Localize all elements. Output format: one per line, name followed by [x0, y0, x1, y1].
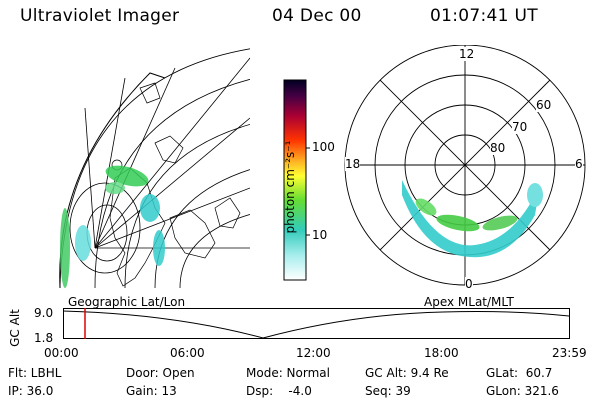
time-tick-0600: 06:00 [170, 346, 205, 360]
geographic-map [59, 48, 250, 288]
info-dsp: Dsp: -4.0 [246, 384, 312, 398]
gc-alt-tick-min: 1.8 [34, 331, 54, 345]
info-seq: Seq: 39 [365, 384, 411, 398]
gc-alt-tick-max: 9.0 [34, 306, 54, 320]
colorbar-unit-label: photon cm⁻²s⁻¹ [283, 140, 297, 234]
info-glat: GLat: 60.7 [486, 366, 553, 380]
polar-mlt-plot [344, 45, 586, 286]
aurora-emission-polar [402, 180, 543, 258]
mlt-label-18: 18 [345, 157, 361, 171]
altitude-timeline [63, 308, 570, 339]
info-filter: Flt: LBHL [8, 366, 62, 380]
colorbar [283, 79, 310, 281]
mlt-label-6: 6 [575, 157, 583, 171]
time-tick-1200: 12:00 [296, 346, 331, 360]
info-ip: IP: 36.0 [8, 384, 54, 398]
instrument-title: Ultraviolet Imager [20, 6, 180, 26]
apex-projection-label: Apex MLat/MLT [424, 295, 514, 309]
mlat-label-80: 80 [490, 141, 506, 155]
orbit-altitude-curve [63, 310, 570, 339]
time-label: 01:07:41 UT [430, 6, 538, 26]
mlt-label-0: 0 [465, 277, 473, 291]
info-gain: Gain: 13 [126, 384, 177, 398]
aurora-emission-geo [60, 165, 165, 288]
time-tick-2359: 23:59 [552, 346, 587, 360]
time-tick-0000: 00:00 [44, 346, 79, 360]
mlat-label-60: 60 [536, 98, 552, 112]
mlt-label-12: 12 [459, 47, 475, 61]
gc-alt-axis-label: GC Alt [7, 309, 22, 347]
info-gc-alt: GC Alt: 9.4 Re [365, 366, 449, 380]
date-label: 04 Dec 00 [272, 6, 362, 26]
geographic-projection-label: Geographic Lat/Lon [68, 295, 186, 309]
mlat-label-70: 70 [512, 120, 528, 134]
time-tick-1800: 18:00 [424, 346, 459, 360]
colorbar-tick-10: 10 [312, 228, 328, 242]
info-mode: Mode: Normal [246, 366, 330, 380]
info-door: Door: Open [126, 366, 195, 380]
colorbar-tick-100: 100 [312, 140, 335, 154]
info-glon: GLon: 321.6 [486, 384, 559, 398]
